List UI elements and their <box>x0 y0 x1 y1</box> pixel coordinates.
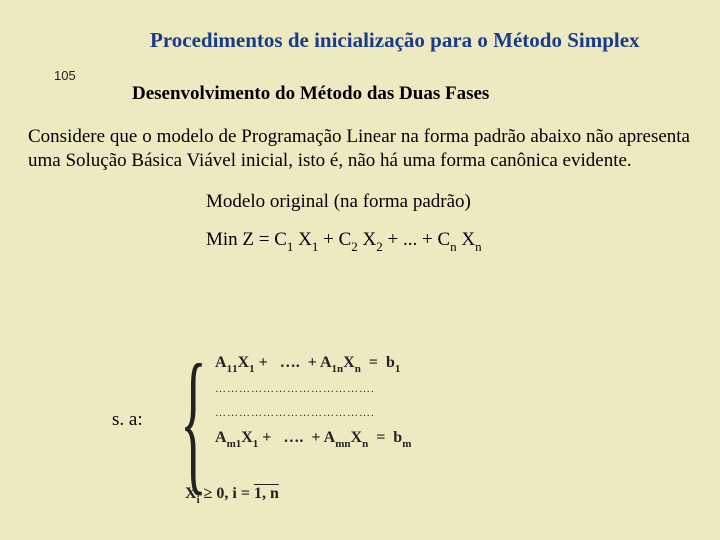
constraints-list: A11X1 + …. + A1nXn = b1 …………………………………. …… <box>215 351 411 452</box>
obj-x2: X <box>358 229 376 250</box>
obj-cn-sub: n <box>450 239 457 254</box>
page-number: 105 <box>54 68 76 83</box>
brace-icon: { <box>180 340 207 500</box>
model-label: Modelo original (na forma padrão) <box>0 173 720 213</box>
nonnegativity-constraint: Xi ≥ 0, i = 1, n <box>185 485 279 505</box>
obj-x1: X <box>293 229 311 250</box>
obj-prefix: Min Z = C <box>206 229 287 250</box>
constraint-row-1: A11X1 + …. + A1nXn = b1 <box>215 351 411 377</box>
constraint-row-m: Am1X1 + …. + AmnXn = bm <box>215 426 411 452</box>
section-subtitle: Desenvolvimento do Método das Duas Fases <box>0 53 720 105</box>
obj-c2-sub: 2 <box>351 239 358 254</box>
subject-to-label: s. a: <box>112 409 143 431</box>
obj-dots: + ... + C <box>383 229 450 250</box>
objective-equation: Min Z = C1 X1 + C2 X2 + ... + Cn Xn <box>0 213 720 254</box>
obj-x2-sub: 2 <box>376 239 383 254</box>
obj-x1-sub: 1 <box>312 239 319 254</box>
obj-plus1: + C <box>323 229 351 250</box>
body-paragraph: Considere que o modelo de Programação Li… <box>0 105 720 173</box>
obj-xn: X <box>457 229 475 250</box>
constraint-dots-2: …………………………………. <box>215 401 411 425</box>
obj-xn-sub: n <box>475 239 482 254</box>
page-title: Procedimentos de inicialização para o Mé… <box>0 0 720 53</box>
obj-c1-sub: 1 <box>287 239 294 254</box>
constraint-dots-1: …………………………………. <box>215 377 411 401</box>
